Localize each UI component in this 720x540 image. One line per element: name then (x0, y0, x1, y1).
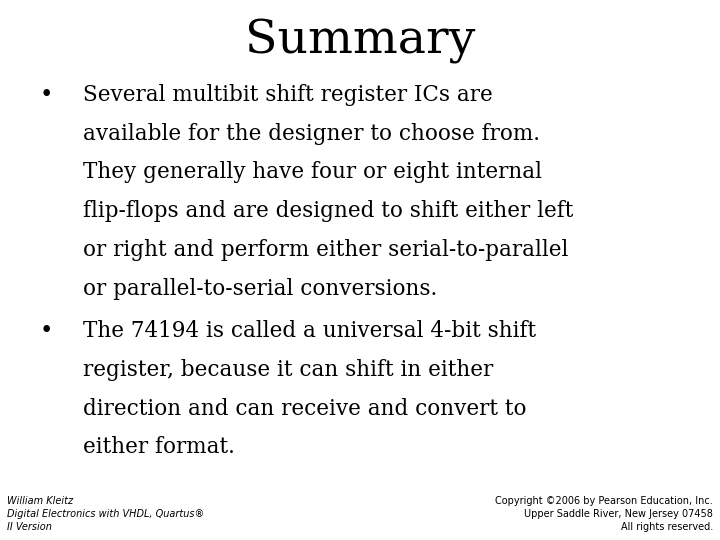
Text: direction and can receive and convert to: direction and can receive and convert to (83, 397, 526, 420)
Text: flip-flops and are designed to shift either left: flip-flops and are designed to shift eit… (83, 200, 573, 222)
Text: or right and perform either serial-to-parallel: or right and perform either serial-to-pa… (83, 239, 568, 261)
Text: They generally have four or eight internal: They generally have four or eight intern… (83, 161, 541, 184)
Text: •: • (40, 84, 53, 106)
Text: register, because it can shift in either: register, because it can shift in either (83, 359, 493, 381)
Text: •: • (40, 320, 53, 342)
Text: Copyright ©2006 by Pearson Education, Inc.
Upper Saddle River, New Jersey 07458
: Copyright ©2006 by Pearson Education, In… (495, 496, 713, 532)
Text: The 74194 is called a universal 4-bit shift: The 74194 is called a universal 4-bit sh… (83, 320, 536, 342)
Text: or parallel-to-serial conversions.: or parallel-to-serial conversions. (83, 278, 437, 300)
Text: either format.: either format. (83, 436, 235, 458)
Text: available for the designer to choose from.: available for the designer to choose fro… (83, 123, 540, 145)
Text: Several multibit shift register ICs are: Several multibit shift register ICs are (83, 84, 492, 106)
Text: William Kleitz
Digital Electronics with VHDL, Quartus®
II Version: William Kleitz Digital Electronics with … (7, 496, 204, 532)
Text: Summary: Summary (245, 19, 475, 64)
